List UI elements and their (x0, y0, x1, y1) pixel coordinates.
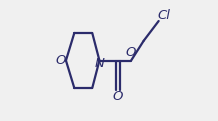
Text: Cl: Cl (157, 9, 170, 22)
Text: O: O (126, 46, 136, 59)
Text: N: N (95, 57, 105, 70)
Text: O: O (113, 91, 123, 103)
Text: O: O (55, 54, 66, 67)
